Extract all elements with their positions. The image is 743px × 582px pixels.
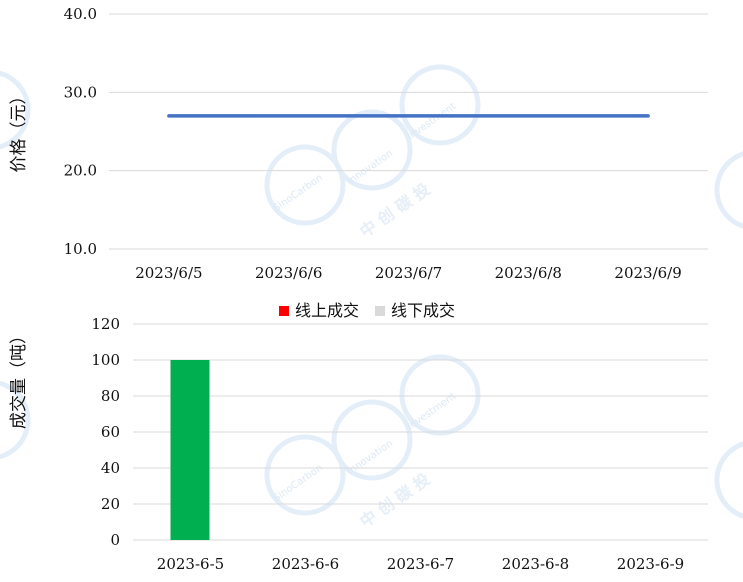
price-y-tick-label: 40.0 bbox=[64, 5, 97, 23]
volume-y-tick-label: 60 bbox=[101, 423, 120, 441]
watermark-text-3b: Investment bbox=[405, 391, 458, 433]
watermark-edge-right-top bbox=[714, 151, 743, 229]
legend-swatch bbox=[375, 306, 385, 316]
watermark-edge-left-bottom bbox=[0, 380, 31, 460]
volume-bar-chart: 线上成交 线下成交 0 20 40 60 80 100 120 2023-6-5 2023-6-… bbox=[9, 301, 708, 573]
watermark-text-2: Innovation bbox=[345, 148, 395, 187]
watermark-logo-top: SinoCarbon Innovation Investment 中 创 碳 投 bbox=[264, 64, 481, 241]
watermark-edge-left-top bbox=[0, 70, 31, 150]
price-x-tick-label: 2023/6/5 bbox=[135, 264, 202, 282]
watermark-text-3: Investment bbox=[405, 101, 458, 143]
legend: 线上成交 线下成交 bbox=[279, 301, 455, 320]
price-x-tick-label: 2023/6/6 bbox=[255, 264, 322, 282]
volume-y-tick-label: 0 bbox=[110, 531, 120, 549]
volume-x-tick-label: 2023-6-8 bbox=[502, 555, 569, 573]
volume-y-tick-label: 120 bbox=[91, 315, 120, 333]
volume-y-tick-label: 80 bbox=[101, 387, 120, 405]
legend-label: 线下成交 bbox=[391, 301, 455, 320]
volume-x-tick-label: 2023-6-7 bbox=[387, 555, 454, 573]
watermark-edge-right-bottom bbox=[714, 441, 743, 519]
volume-x-tick-label: 2023-6-6 bbox=[272, 555, 339, 573]
legend-label: 线上成交 bbox=[295, 301, 359, 320]
volume-axis-title: 成交量（吨） bbox=[9, 327, 29, 429]
price-line-chart: 10.0 20.0 30.0 40.0 2023/6/5 2023/6/6 2023/6/… bbox=[9, 5, 708, 282]
price-y-tick-label: 30.0 bbox=[64, 83, 97, 101]
watermark-logo-bottom: SinoCarbon Innovation Investment 中 创 碳 投 bbox=[264, 354, 481, 531]
price-y-tick-label: 20.0 bbox=[64, 162, 97, 180]
volume-y-tick-label: 20 bbox=[101, 495, 120, 513]
watermark-text-1b: SinoCarbon bbox=[271, 462, 325, 504]
watermark-text-2b: Innovation bbox=[345, 438, 395, 477]
watermark-text-1: SinoCarbon bbox=[271, 172, 325, 214]
price-x-tick-label: 2023/6/9 bbox=[614, 264, 681, 282]
price-x-tick-label: 2023/6/8 bbox=[495, 264, 562, 282]
volume-bar bbox=[170, 360, 210, 540]
legend-swatch bbox=[279, 306, 289, 316]
volume-x-tick-label: 2023-6-5 bbox=[157, 555, 224, 573]
volume-y-tick-label: 40 bbox=[101, 459, 120, 477]
price-x-tick-label: 2023/6/7 bbox=[375, 264, 442, 282]
volume-x-tick-label: 2023-6-9 bbox=[617, 555, 684, 573]
volume-y-tick-label: 100 bbox=[91, 351, 120, 369]
price-y-tick-label: 10.0 bbox=[64, 240, 97, 258]
price-axis-title: 价格（元） bbox=[9, 88, 29, 173]
